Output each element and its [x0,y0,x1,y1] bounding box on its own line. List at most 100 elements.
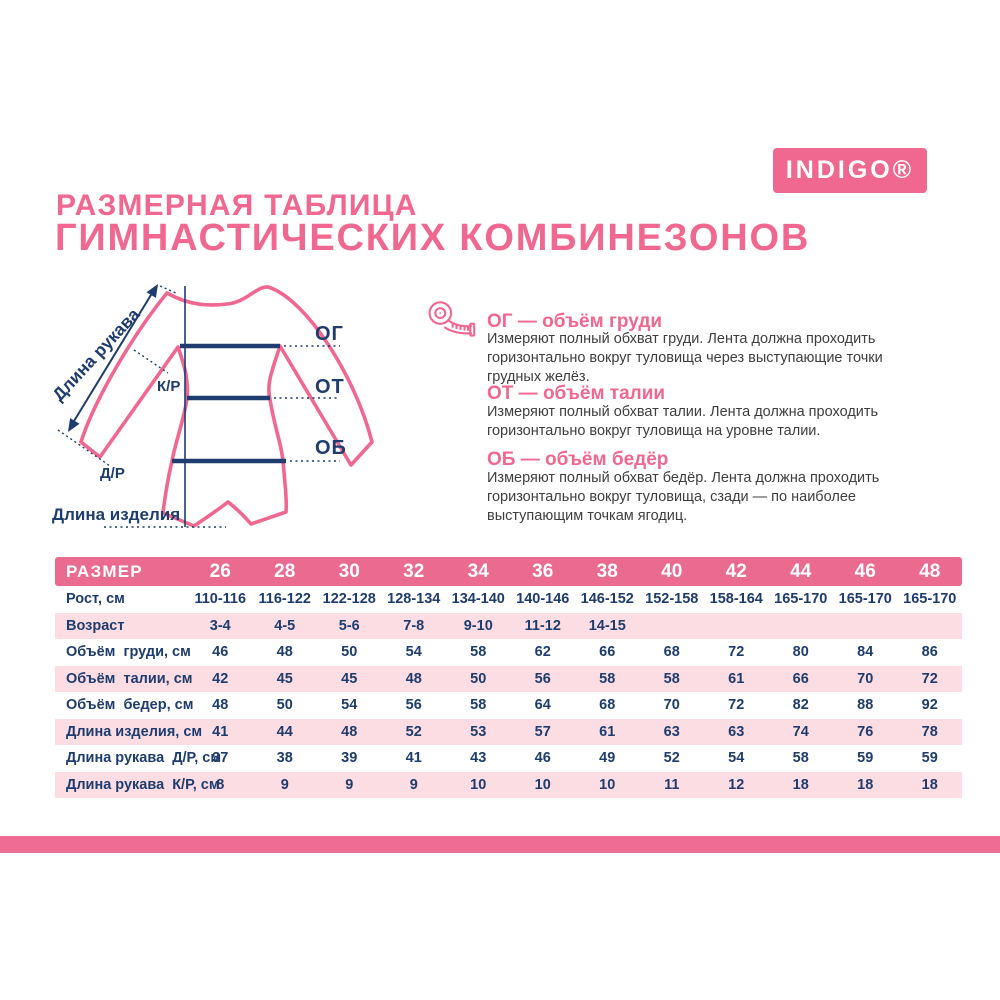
size-column-header: 34 [467,560,489,582]
leotard-measurement-diagram: Длина рукава ОГ ОТ ОБ К/Р Д/Р Длина изде… [50,284,374,528]
value-cell: 61 [599,723,616,740]
table-row: Возраст 3-4 4-5 5-6 7-8 9-10 11-12 14-15 [55,612,962,639]
brand-logo: INDIGO® [773,148,927,193]
table-row: Длина рукава Д/Р, см 37 38 39 41 43 46 49 52 54 58… [55,745,962,772]
value-cell: 58 [470,644,487,661]
value-cell: 165-170 [838,591,892,608]
value-cell: 62 [534,644,551,661]
value-cell: 49 [599,750,616,767]
value-cell: 54 [728,750,745,767]
waist-label: ОТ [315,376,345,398]
value-cell: 9 [280,776,289,793]
value-cell: 72 [921,670,938,687]
value-cell: 54 [405,644,422,661]
product-length-label: Длина изделия [52,505,180,524]
value-cell: 7-8 [403,617,425,634]
value-cell: 5-6 [338,617,360,634]
value-cell: 46 [212,644,229,661]
value-cell: 59 [857,750,874,767]
long-sleeve-label: Д/Р [100,465,125,482]
size-table-header-row: РАЗМЕР 26 28 30 32 34 36 38 40 42 44 46 48 [55,557,962,586]
table-row: Длина рукава К/Р, см 8 9 9 9 10 10 10 11 12 18 18 18 [55,771,962,798]
sleeve-length-arrow [70,289,155,427]
value-cell: 146-152 [580,591,634,608]
value-cell: 158-164 [709,591,763,608]
value-cell: 82 [792,697,809,714]
value-cell: 18 [857,776,874,793]
value-cell: 84 [857,644,874,661]
row-label: Объём груди, см [66,644,191,661]
value-cell: 50 [470,670,487,687]
row-label: Возраст [66,617,125,634]
value-cell: 152-158 [645,591,699,608]
value-cell: 86 [921,644,938,661]
legend-heading-hips: ОБ — объём бедёр [487,449,669,470]
size-column-header: 44 [790,560,812,582]
value-cell: 59 [921,750,938,767]
value-cell: 3-4 [209,617,231,634]
row-label: Объём талии, см [66,670,193,687]
table-row: Длина изделия, см 41 44 48 52 53 57 61 63 63 74 76 7… [55,718,962,745]
arrowhead-bottom-icon [68,418,80,432]
value-cell: 52 [663,750,680,767]
value-cell: 57 [534,723,551,740]
legend-body-chest: Измеряют полный обхват груди. Лента долж… [487,331,883,385]
value-cell: 53 [470,723,487,740]
value-cell: 39 [341,750,358,767]
measuring-tape-icon [428,301,476,337]
legend-heading-chest: ОГ — объём груди [487,311,663,332]
row-label: Объём бедер, см [66,697,194,714]
value-cell: 72 [728,644,745,661]
table-row: Объём бедер, см 48 50 54 56 58 64 68 70 72 82 88 92 [55,692,962,719]
value-cell: 14-15 [588,617,626,634]
value-cell: 74 [792,723,809,740]
size-column-header: 32 [403,560,425,582]
hips-label: ОБ [315,437,347,459]
value-cell: 110-116 [194,591,247,608]
value-cell: 18 [792,776,809,793]
table-row: Объём груди, см 46 48 50 54 58 62 66 68 72 80 84 86 [55,639,962,666]
row-label: Длина рукава Д/Р, см [66,750,222,767]
value-cell: 66 [792,670,809,687]
value-cell: 4-5 [274,617,296,634]
value-cell: 44 [276,723,293,740]
value-cell: 50 [276,697,293,714]
value-cell: 43 [470,750,487,767]
value-cell: 56 [405,697,422,714]
size-table: РАЗМЕР 26 28 30 32 34 36 38 40 42 44 46 48 Рост, см 11… [55,557,962,798]
page-title-line1: РАЗМЕРНАЯ ТАБЛИЦА [56,189,418,222]
short-sleeve-label: К/Р [157,378,180,395]
brand-logo-text: INDIGO® [785,156,915,184]
value-cell: 45 [341,670,358,687]
short-sleeve-dotted-connector [133,349,169,374]
value-cell: 80 [792,644,809,661]
value-cell: 48 [276,644,293,661]
value-cell: 37 [212,750,229,767]
value-cell: 46 [534,750,551,767]
value-cell: 8 [216,776,225,793]
value-cell: 9-10 [463,617,493,634]
row-label: Длина изделия, см [66,723,203,740]
value-cell: 58 [599,670,616,687]
value-cell: 63 [663,723,680,740]
value-cell: 61 [728,670,745,687]
value-cell: 11-12 [524,617,561,634]
legend-heading-waist: ОТ — объём талии [487,383,666,404]
value-cell: 128-134 [387,591,441,608]
value-cell: 45 [276,670,293,687]
size-column-header: 42 [725,560,747,582]
value-cell: 58 [663,670,680,687]
value-cell: 9 [345,776,354,793]
value-cell: 42 [212,670,229,687]
value-cell: 56 [534,670,551,687]
value-cell: 122-128 [322,591,376,608]
row-label: Длина рукава К/Р, см [66,776,220,793]
value-cell: 116-122 [258,591,311,608]
value-cell: 140-146 [516,591,570,608]
value-cell: 38 [276,750,293,767]
size-column-header: 26 [209,560,231,582]
table-row: Объём талии, см 42 45 45 48 50 56 58 58 61 66 70 72 [55,665,962,692]
value-cell: 9 [409,776,418,793]
value-cell: 76 [857,723,874,740]
